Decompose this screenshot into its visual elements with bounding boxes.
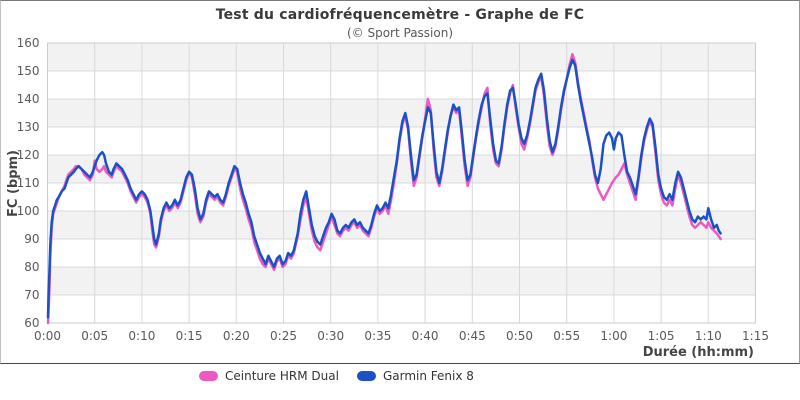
x-tick-label: 1:05 xyxy=(648,329,675,343)
x-tick-label: 0:00 xyxy=(34,329,61,343)
x-tick-label: 0:55 xyxy=(553,329,580,343)
plot-band xyxy=(47,211,756,239)
y-tick-label: 100 xyxy=(17,204,40,218)
plot-band xyxy=(47,239,756,267)
chart-title: Test du cardiofréquencemètre - Graphe de… xyxy=(215,7,585,23)
y-tick-label: 150 xyxy=(17,64,40,78)
chart-subtitle: (© Sport Passion) xyxy=(346,26,454,40)
legend-item-garmin-fenix-8: Garmin Fenix 8 xyxy=(356,369,474,383)
x-tick-label: 1:00 xyxy=(600,329,627,343)
x-tick-label: 0:05 xyxy=(81,329,108,343)
x-tick-label: 0:25 xyxy=(270,329,297,343)
y-tick-label: 60 xyxy=(24,316,39,330)
x-tick-label: 0:30 xyxy=(317,329,344,343)
y-tick-label: 160 xyxy=(17,36,40,50)
plot-area: 60 70 80 90 100 110 120 130 140 150 160 0:00 0:05 0:1… xyxy=(17,36,769,343)
legend-swatch-ceinture-hrm-dual xyxy=(199,371,218,381)
plot-band xyxy=(47,43,756,71)
y-tick-label: 130 xyxy=(17,120,40,134)
legend-swatch-garmin-fenix-8 xyxy=(356,371,376,381)
legend-label-garmin-fenix-8: Garmin Fenix 8 xyxy=(382,369,474,383)
legend-item-ceinture-hrm-dual: Ceinture HRM Dual xyxy=(199,369,339,383)
legend: Ceinture HRM Dual Garmin Fenix 8 xyxy=(199,369,474,383)
x-tick-label: 0:20 xyxy=(223,329,250,343)
plot-band xyxy=(47,71,756,99)
series-line-1 xyxy=(46,58,722,319)
x-axis-title: Durée (hh:mm) xyxy=(642,345,754,360)
x-tick-label: 1:15 xyxy=(742,329,769,343)
x-tick-label: 0:45 xyxy=(459,329,486,343)
x-tick-label: 0:40 xyxy=(412,329,439,343)
plot-band xyxy=(47,155,756,183)
x-tick-label: 0:50 xyxy=(506,329,533,343)
plot-band xyxy=(47,267,756,295)
plot-band xyxy=(47,295,756,323)
y-tick-label: 70 xyxy=(24,288,39,302)
x-tick-label: 0:15 xyxy=(176,329,203,343)
y-tick-label: 120 xyxy=(17,148,40,162)
plot-band xyxy=(47,183,756,211)
y-tick-label: 110 xyxy=(17,176,40,190)
plot-border xyxy=(47,42,756,324)
x-tick-label: 0:10 xyxy=(128,329,155,343)
y-tick-label: 90 xyxy=(24,232,39,246)
y-tick-label: 140 xyxy=(17,92,40,106)
y-tick-label: 80 xyxy=(24,260,39,274)
x-tick-label: 0:35 xyxy=(364,329,391,343)
x-tick-label: 1:10 xyxy=(695,329,722,343)
legend-label-ceinture-hrm-dual: Ceinture HRM Dual xyxy=(225,369,339,383)
chart-frame: Test du cardiofréquencemètre - Graphe de… xyxy=(0,0,800,364)
